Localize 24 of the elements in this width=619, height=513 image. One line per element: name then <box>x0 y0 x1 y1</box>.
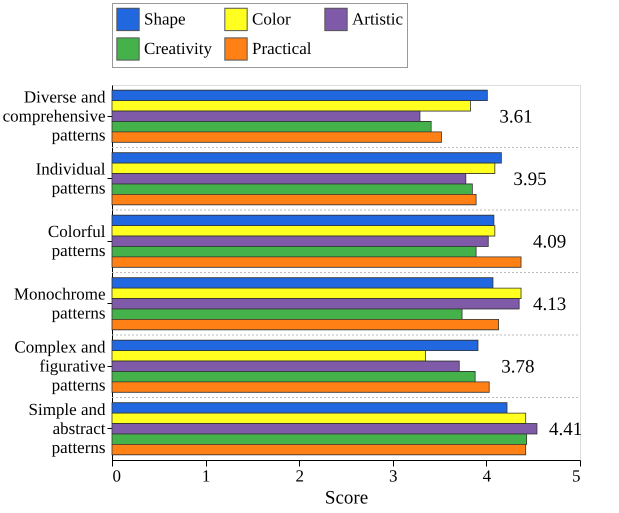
annotation: 3.78 <box>501 356 534 378</box>
legend-label: Creativity <box>144 39 212 58</box>
y-tick-label: Individual patterns <box>36 159 106 198</box>
legend-label: Artistic <box>352 9 404 28</box>
x-tick-label: 0 <box>112 466 121 486</box>
legend-label: Practical <box>252 39 312 58</box>
x-axis-title: Score <box>324 488 368 508</box>
legend-label: Color <box>252 9 292 28</box>
y-tick-label: Monochrome patterns <box>14 284 106 322</box>
x-tick-label: 2 <box>295 466 304 486</box>
annotation: 4.09 <box>533 231 566 252</box>
annotation: 3.61 <box>499 106 533 128</box>
annotation: 4.41 <box>548 418 582 440</box>
y-tick-label: Diverse and comprehensive patterns <box>2 87 106 144</box>
y-tick-label: Colorful patterns <box>48 222 106 260</box>
y-tick-label: Complex and figurative patterns <box>14 337 106 394</box>
annotation: 4.13 <box>533 294 566 315</box>
x-tick-label: 3 <box>389 466 398 486</box>
legend-label: Shape <box>144 9 186 28</box>
y-tick-label: Simple and abstract patterns <box>28 400 106 457</box>
x-tick-label: 5 <box>572 466 580 486</box>
x-tick-label: 1 <box>202 466 210 486</box>
annotation: 3.95 <box>513 168 547 190</box>
x-tick-label: 4 <box>482 466 492 486</box>
